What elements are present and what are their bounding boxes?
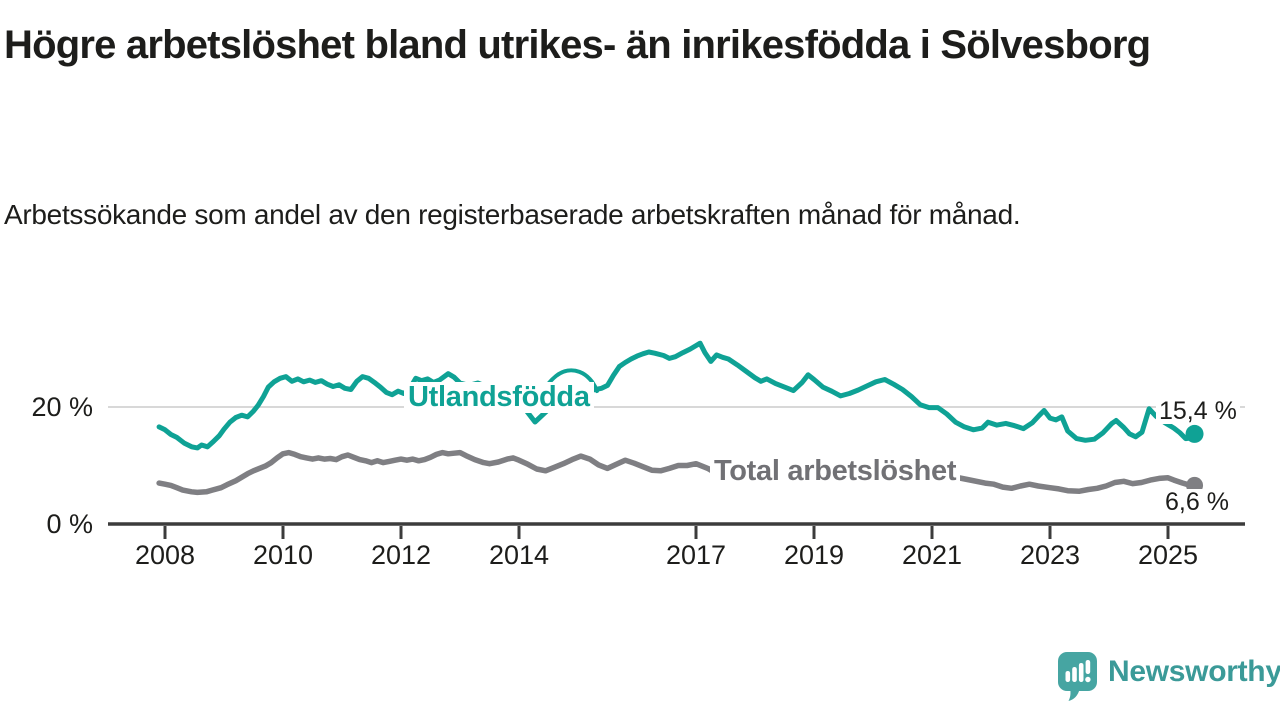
x-tick-label: 2017 xyxy=(666,540,726,570)
y-tick-label: 20 % xyxy=(31,392,93,422)
newsworthy-logo: Newsworthy xyxy=(1057,650,1280,702)
bar-chart-speech-bubble-icon xyxy=(1058,652,1097,701)
x-tick-label: 2014 xyxy=(489,540,549,570)
x-tick-label: 2019 xyxy=(784,540,844,570)
x-tick-label: 2023 xyxy=(1020,540,1080,570)
series-label-total-arbetsloshet: Total arbetslöshet xyxy=(710,456,961,487)
x-tick-label: 2010 xyxy=(253,540,313,570)
y-tick-label: 0 % xyxy=(46,509,93,539)
page-subtitle: Arbetssökande som andel av den registerb… xyxy=(4,199,1021,230)
x-tick-label: 2012 xyxy=(371,540,431,570)
x-tick-label: 2021 xyxy=(902,540,962,570)
end-value-total: 6,6 % xyxy=(1162,489,1232,515)
end-value-utlandsfodda: 15,4 % xyxy=(1156,398,1240,424)
series-line-total xyxy=(156,449,1198,496)
page-title: Högre arbetslöshet bland utrikes- än inr… xyxy=(4,23,1151,67)
series-line-utlandsfodda xyxy=(156,340,1198,451)
x-tick-label: 2025 xyxy=(1138,540,1198,570)
x-tick-label: 2008 xyxy=(135,540,195,570)
series-end-dot-utlandsfodda xyxy=(1185,424,1204,443)
series-label-utlandsfodda: Utlandsfödda xyxy=(404,382,594,413)
newsworthy-logo-text: Newsworthy xyxy=(1108,655,1280,688)
